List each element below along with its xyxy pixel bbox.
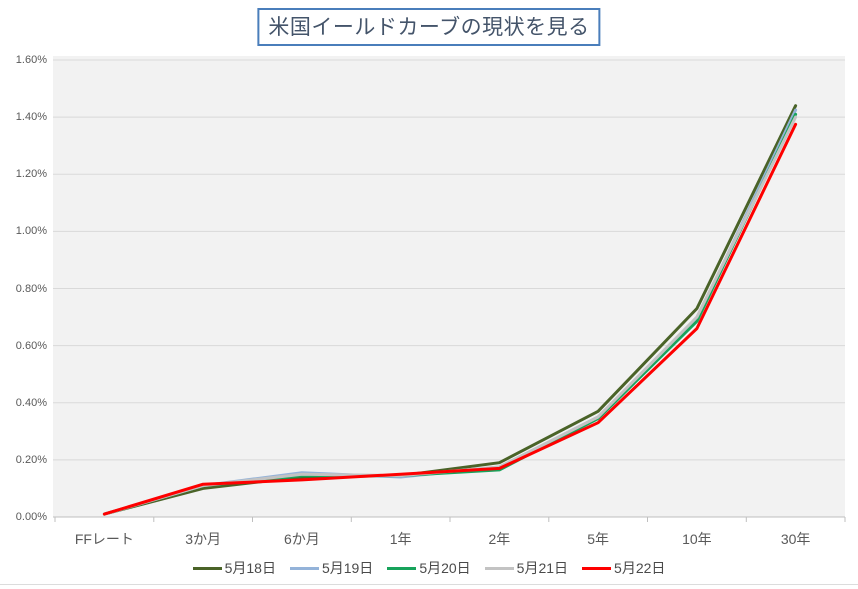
y-tick-label: 1.40% bbox=[15, 111, 47, 124]
y-tick-label: 0.00% bbox=[15, 511, 47, 523]
legend-label: 5月18日 bbox=[224, 560, 276, 576]
y-tick-label: 1.60% bbox=[15, 54, 47, 66]
x-category-label: 3か月 bbox=[185, 531, 222, 547]
legend-item: 5月20日 bbox=[387, 558, 471, 578]
legend-item: 5月22日 bbox=[582, 558, 665, 578]
x-category-label: 10年 bbox=[682, 531, 712, 547]
legend-label: 5月21日 bbox=[516, 560, 569, 576]
legend-line-swatch bbox=[192, 566, 222, 570]
chart-title-box: 米国イールドカーブの現状を見る bbox=[257, 8, 601, 46]
y-tick-label: 0.40% bbox=[15, 396, 47, 409]
series-line-5月18日 bbox=[102, 104, 798, 516]
x-category-label: 2年 bbox=[488, 531, 511, 547]
x-category-label: 5年 bbox=[587, 531, 610, 547]
bottom-divider bbox=[0, 584, 858, 585]
legend-line-swatch bbox=[289, 566, 319, 570]
legend-line-swatch bbox=[387, 566, 417, 570]
legend-label: 5月20日 bbox=[419, 560, 471, 576]
plot-background bbox=[53, 56, 845, 517]
x-category-label: 1年 bbox=[389, 531, 412, 547]
legend-label: 5月19日 bbox=[321, 560, 374, 576]
x-category-label: FFレート bbox=[74, 531, 134, 547]
y-tick-label: 1.00% bbox=[15, 225, 47, 238]
legend-item: 5月18日 bbox=[192, 558, 276, 578]
y-tick-label: 1.20% bbox=[15, 168, 47, 181]
x-category-label: 30年 bbox=[780, 531, 811, 547]
legend-item: 5月19日 bbox=[289, 558, 374, 578]
legend-line-swatch bbox=[582, 566, 612, 570]
legend-item: 5月21日 bbox=[484, 558, 569, 578]
series-line-5月22日 bbox=[102, 122, 798, 516]
legend-label: 5月22日 bbox=[614, 560, 666, 576]
x-category-label: 6か月 bbox=[283, 531, 320, 547]
y-tick-label: 0.80% bbox=[15, 282, 47, 295]
legend: 5月18日 5月19日 5月20日 5月21日 5月22日 bbox=[0, 558, 858, 578]
y-tick-label: 0.20% bbox=[15, 453, 47, 466]
chart-title: 米国イールドカーブの現状を見る bbox=[268, 16, 590, 39]
y-tick-label: 0.60% bbox=[15, 339, 47, 352]
legend-line-swatch bbox=[484, 566, 514, 570]
